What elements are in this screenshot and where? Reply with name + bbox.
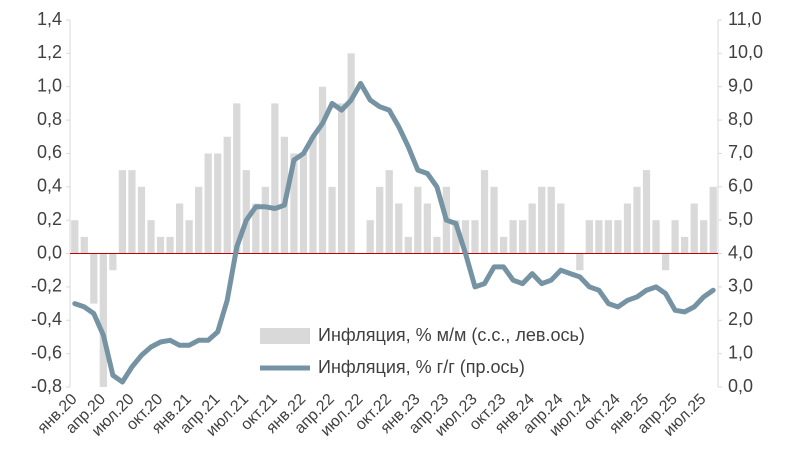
- bar: [99, 253, 107, 387]
- y-tick-label: -0,8: [31, 376, 62, 396]
- legend-swatch: [260, 328, 310, 344]
- y2-tick-label: 0,0: [728, 376, 753, 396]
- bar: [452, 220, 460, 254]
- y-tick-label: 1,2: [37, 42, 62, 62]
- bar: [309, 136, 317, 254]
- bar: [271, 103, 279, 254]
- y-tick-label: 0,0: [37, 242, 62, 262]
- bar: [557, 203, 565, 254]
- bar: [547, 186, 555, 254]
- bar: [299, 153, 308, 254]
- bar: [137, 186, 146, 254]
- y2-tick-label: 11,0: [728, 9, 762, 29]
- legend-box: [258, 322, 678, 384]
- bar: [585, 220, 593, 254]
- legend-label: Инфляция, % м/м (с.с., лев.ось): [318, 325, 585, 345]
- y2-tick-label: 9,0: [728, 75, 753, 95]
- bar: [499, 236, 508, 254]
- bar: [147, 220, 155, 254]
- bar: [614, 220, 622, 254]
- y-tick-label: -0,2: [31, 276, 62, 296]
- y-tick-label: -0,4: [31, 309, 62, 329]
- bar: [423, 203, 431, 254]
- bar: [642, 170, 651, 254]
- bar: [233, 103, 241, 254]
- y2-tick-label: 6,0: [728, 176, 753, 196]
- y2-tick-label: 2,0: [728, 309, 753, 329]
- bar: [604, 220, 613, 254]
- y2-tick-label: 1,0: [728, 342, 753, 362]
- bar: [519, 220, 527, 254]
- bar: [71, 220, 79, 254]
- bar: [118, 170, 127, 254]
- bar: [252, 203, 260, 254]
- y2-tick-label: 5,0: [728, 209, 753, 229]
- bar: [576, 253, 584, 271]
- bar: [471, 220, 479, 254]
- bar: [538, 186, 546, 254]
- bar: [509, 220, 517, 254]
- bar: [242, 170, 250, 254]
- y2-tick-label: 4,0: [728, 242, 753, 262]
- bar: [700, 220, 708, 254]
- bar: [623, 203, 632, 254]
- bar: [433, 236, 441, 254]
- y2-tick-label: 3,0: [728, 276, 753, 296]
- y2-tick-label: 8,0: [728, 109, 753, 129]
- bar: [709, 186, 717, 254]
- bar: [480, 170, 489, 254]
- bar: [681, 236, 689, 254]
- bar: [90, 253, 98, 304]
- bar: [395, 203, 403, 254]
- bar: [414, 186, 422, 254]
- bar: [347, 53, 355, 254]
- bar: [109, 253, 117, 271]
- y-tick-label: 1,4: [37, 9, 62, 29]
- bar: [80, 236, 88, 254]
- legend-label: Инфляция, % г/г (пр.ось): [318, 357, 525, 377]
- bar: [690, 203, 698, 254]
- bar: [156, 236, 165, 254]
- line: [72, 80, 716, 385]
- y-tick-label: 0,4: [37, 176, 62, 196]
- bar: [595, 220, 603, 254]
- bar: [223, 136, 231, 254]
- bar: [328, 186, 336, 254]
- bar: [528, 203, 536, 254]
- bar: [661, 253, 670, 271]
- bar: [490, 186, 498, 254]
- bar: [671, 220, 679, 254]
- y-tick-label: 0,8: [37, 109, 62, 129]
- bar: [385, 170, 393, 254]
- bar: [204, 153, 212, 254]
- bar: [214, 153, 222, 254]
- y-tick-label: 0,6: [37, 142, 62, 162]
- bar: [337, 103, 346, 254]
- bar: [290, 153, 298, 254]
- bar: [461, 220, 470, 254]
- bar: [652, 220, 660, 254]
- bar: [404, 236, 412, 254]
- y-tick-label: 0,2: [37, 209, 62, 229]
- bar: [633, 186, 641, 254]
- y-tick-label: -0,6: [31, 342, 62, 362]
- y2-tick-label: 10,0: [728, 42, 763, 62]
- y-tick-label: 1,0: [37, 75, 62, 95]
- bar: [128, 170, 136, 254]
- bar: [366, 220, 374, 254]
- bar: [318, 86, 327, 254]
- bar: [376, 186, 384, 254]
- bar: [166, 236, 174, 254]
- y2-tick-label: 7,0: [728, 142, 753, 162]
- bar: [185, 220, 193, 254]
- bar: [195, 186, 203, 254]
- bar: [175, 203, 184, 254]
- bar: [261, 186, 269, 254]
